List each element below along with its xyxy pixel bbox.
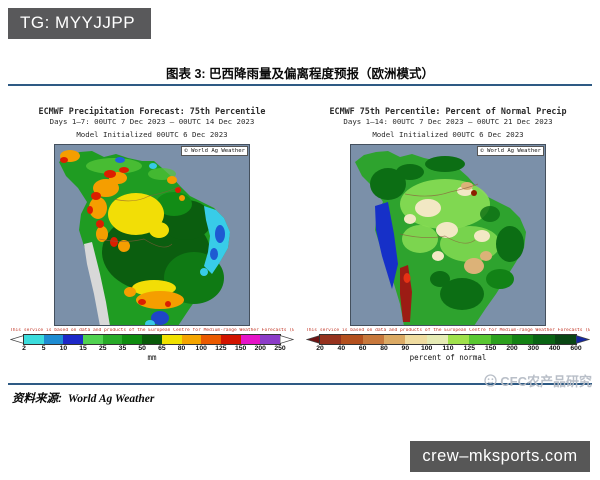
colorbar-segment [63, 335, 84, 344]
colorbar-segment [341, 335, 363, 344]
colorbar-segment [426, 335, 448, 344]
colorbar-segment [533, 335, 555, 344]
colorbar-tick-label: 20 [316, 345, 324, 352]
colorbar-segment [201, 335, 221, 344]
colorbar-segment [383, 335, 406, 344]
colorbar-tick-label: 90 [401, 345, 410, 352]
colorbar-tick-label: 10 [59, 345, 68, 352]
colorbar-tick-label: 300 [527, 345, 539, 352]
colorbar-segment [240, 335, 261, 344]
colorbar-tick-label: 50 [138, 345, 146, 352]
colorbar-tick-label: 400 [548, 345, 561, 352]
precip-colorbar: 2 5 10 15 25 35 50 65 80 100 125 150 200 250 [10, 334, 294, 353]
precip-map-subtitle: Days 1–7: 00UTC 7 Dec 2023 – 00UTC 14 De… [49, 117, 255, 126]
colorbar-segment [142, 335, 162, 344]
precip-colorbar-unit: mm [147, 353, 157, 362]
colorbar-tick-label: 100 [195, 345, 207, 352]
source-line: 资料来源: World Ag Weather [12, 390, 154, 406]
colorbar-tick-label: 125 [215, 345, 227, 352]
colorbar-segment [122, 335, 143, 344]
pct-normal-map-init-line: Model Initialized 00UTC 6 Dec 2023 [372, 130, 524, 139]
colorbar-segment [43, 335, 64, 344]
precip-map: © World Ag Weather [54, 144, 250, 326]
colorbar-tick-label: 100 [420, 345, 433, 352]
precip-map-disclaimer: This service is based on data and produc… [10, 328, 294, 333]
colorbar-tick-label: 200 [254, 345, 266, 352]
colorbar-tick-label: 250 [274, 345, 286, 352]
colorbar-segment [554, 335, 576, 344]
colorbar-segment [161, 335, 182, 344]
precip-map-attribution: © World Ag Weather [181, 146, 248, 156]
colorbar-segment [447, 335, 470, 344]
pct-normal-colorbar: 20 40 60 80 90 100 110 125 150 200 300 400 600 [306, 334, 590, 353]
colorbar-tick-label: 110 [442, 345, 454, 352]
colorbar-tick-label: 35 [118, 345, 127, 352]
colorbar-segment [24, 335, 44, 344]
colorbar-segment [362, 335, 384, 344]
colorbar-tick-label: 25 [98, 345, 107, 352]
precip-map-title: ECMWF Precipitation Forecast: 75th Perce… [38, 106, 266, 116]
brand-watermark-text: CFC农产品研究 [500, 374, 592, 389]
colorbar-tick-label: 150 [234, 345, 247, 352]
pct-normal-colorbar-unit: percent of normal [409, 353, 487, 362]
pct-normal-map-graphic [350, 144, 546, 326]
precip-map-graphic [54, 144, 250, 326]
colorbar-segment [511, 335, 534, 344]
pct-normal-map: © World Ag Weather [350, 144, 546, 326]
pct-normal-panel: ECMWF 75th Percentile: Percent of Normal… [306, 106, 590, 362]
colorbar-segment [83, 335, 103, 344]
colorbar-tick-label: 125 [463, 345, 475, 352]
colorbar-segment [490, 335, 512, 344]
precip-forecast-panel: ECMWF Precipitation Forecast: 75th Perce… [10, 106, 294, 362]
pct-normal-map-disclaimer: This service is based on data and produc… [306, 328, 590, 333]
colorbar-tick-label: 80 [177, 345, 186, 352]
precip-map-init-line: Model Initialized 00UTC 6 Dec 2023 [76, 130, 228, 139]
colorbar-tick-label: 40 [337, 345, 346, 352]
colorbar-segment [320, 335, 342, 344]
corner-tag: TG: MYYJJPP [8, 8, 152, 39]
colorbar-segment [102, 335, 123, 344]
colorbar-tick-label: 150 [484, 345, 497, 352]
colorbar-segment [469, 335, 491, 344]
colorbar-segment [405, 335, 427, 344]
brand-logo-icon [484, 374, 497, 387]
brand-watermark: CFC农产品研究 [484, 371, 592, 390]
colorbar-tick-label: 60 [358, 345, 367, 352]
colorbar-tick-label: 200 [506, 345, 518, 352]
colorbar-tick-label: 5 [41, 345, 46, 352]
colorbar-segment [181, 335, 202, 344]
colorbar-tick-label: 2 [22, 345, 26, 352]
footer-divider-line [8, 383, 592, 385]
colorbar-tick-label: 15 [79, 345, 87, 352]
pct-normal-map-attribution: © World Ag Weather [477, 146, 544, 156]
figure-title: 图表 3: 巴西降雨量及偏离程度预报（欧洲模式） [165, 67, 435, 81]
pct-normal-map-subtitle: Days 1–14: 00UTC 7 Dec 2023 – 00UTC 21 D… [343, 117, 553, 126]
source-label: 资料来源: [12, 393, 62, 405]
colorbar-segment [220, 335, 241, 344]
colorbar-tick-label: 80 [380, 345, 388, 352]
title-divider-line [8, 84, 592, 86]
colorbar-tick-label: 65 [158, 345, 166, 352]
site-watermark: crew–mksports.com [410, 441, 590, 472]
colorbar-tick-label: 600 [570, 345, 582, 352]
source-value: World Ag Weather [67, 393, 155, 405]
colorbar-segment [260, 335, 280, 344]
pct-normal-map-title: ECMWF 75th Percentile: Percent of Normal… [329, 106, 567, 116]
